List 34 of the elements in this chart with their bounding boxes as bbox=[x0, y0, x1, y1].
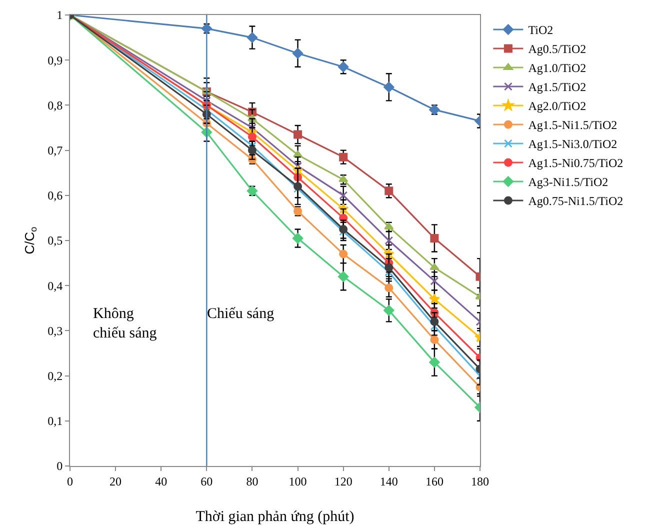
legend-label: Ag1.5/TiO2 bbox=[528, 80, 586, 94]
x-tick-label: 80 bbox=[246, 474, 258, 488]
legend-label: Ag0.5/TiO2 bbox=[528, 42, 586, 56]
y-tick-label: 0,6 bbox=[48, 188, 63, 203]
legend-label: Ag1.5-Ni0.75/TiO2 bbox=[528, 156, 624, 170]
legend-label: Ag1.5-Ni1.5/TiO2 bbox=[528, 118, 618, 132]
x-tick-label: 140 bbox=[380, 474, 398, 488]
y-tick-label: 1 bbox=[56, 8, 63, 22]
x-tick-label: 0 bbox=[67, 474, 73, 488]
x-tick-label: 100 bbox=[288, 474, 307, 488]
legend-label: Ag2.0/TiO2 bbox=[528, 99, 586, 114]
x-tick-label: 60 bbox=[200, 474, 213, 488]
x-tick-label: 180 bbox=[471, 474, 489, 488]
y-tick-label: 0,8 bbox=[48, 98, 63, 112]
y-tick-label: 0,7 bbox=[48, 144, 63, 158]
y-tick-label: 0 bbox=[56, 459, 63, 474]
legend-label: Ag3-Ni1.5/TiO2 bbox=[528, 175, 608, 190]
legend-label: Ag1.5-Ni3.0/TiO2 bbox=[528, 137, 618, 152]
y-tick-label: 0,2 bbox=[48, 369, 63, 383]
y-tick-label: 0,5 bbox=[48, 234, 63, 248]
y-tick-label: 0,1 bbox=[48, 414, 63, 428]
y-tick-label: 0,9 bbox=[48, 53, 63, 68]
y-tick-label: 0,4 bbox=[48, 278, 63, 293]
annotation: Không chiếu sáng bbox=[93, 306, 158, 342]
legend-label: TiO2 bbox=[528, 23, 554, 38]
legend-label: Ag0.75-Ni1.5/TiO2 bbox=[528, 194, 624, 208]
x-tick-label: 160 bbox=[425, 474, 444, 488]
x-tick-label: 20 bbox=[110, 474, 122, 488]
annotation: Chiếu sáng bbox=[207, 306, 275, 322]
x-tick-label: 120 bbox=[334, 474, 352, 488]
x-axis-title: Thời gian phản ứng (phút) bbox=[196, 509, 354, 525]
legend-label: Ag1.0/TiO2 bbox=[528, 61, 586, 76]
y-tick-label: 0,3 bbox=[48, 324, 63, 338]
x-tick-label: 40 bbox=[155, 474, 168, 488]
